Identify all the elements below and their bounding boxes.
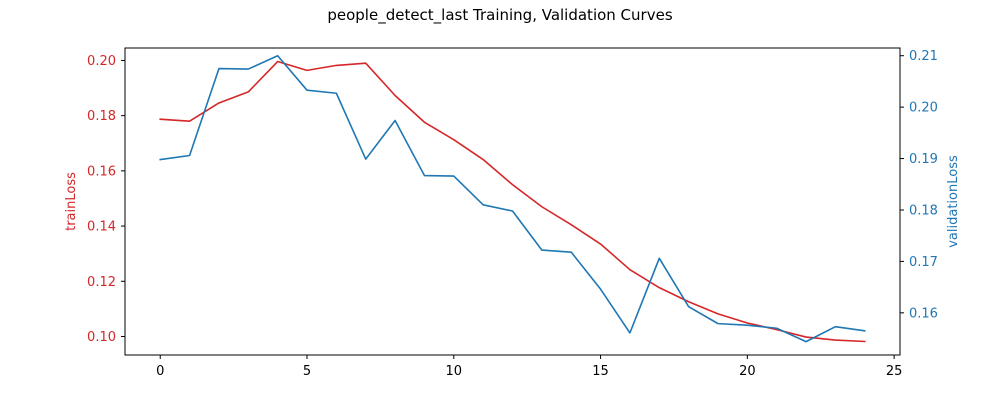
x-tick-label: 15 (592, 364, 609, 379)
x-tick-label: 20 (739, 364, 756, 379)
left-tick-label: 0.16 (87, 164, 116, 179)
left-tick-label: 0.14 (87, 220, 116, 235)
left-tick-label: 0.12 (87, 275, 116, 290)
x-tick-label: 0 (156, 364, 164, 379)
right-tick-label: 0.16 (909, 306, 938, 321)
x-tick-label: 10 (446, 364, 463, 379)
plot-frame (124, 47, 901, 356)
left-tick-label: 0.18 (87, 109, 116, 124)
x-tick-label: 5 (303, 364, 311, 379)
left-axis-label: trainLoss (64, 172, 79, 231)
train-loss-line (159, 60, 866, 343)
chart-plot-area: 0 5 10 15 20 25 0.10 0.12 0.14 0.16 0.18 0.20 0.16 0.… (87, 47, 938, 379)
validation-loss-line (159, 54, 866, 343)
left-tick-label: 0.10 (87, 330, 116, 345)
right-tick-label: 0.18 (909, 203, 938, 218)
right-tick-label: 0.19 (909, 152, 938, 167)
right-tick-label: 0.17 (909, 255, 938, 270)
chart-title: people_detect_last Training, Validation … (327, 6, 672, 25)
right-tick-label: 0.20 (909, 101, 938, 116)
x-tick-label: 25 (886, 364, 903, 379)
left-tick-label: 0.20 (87, 54, 116, 69)
right-tick-label: 0.21 (909, 49, 938, 64)
right-axis-label: validationLoss (946, 155, 961, 248)
